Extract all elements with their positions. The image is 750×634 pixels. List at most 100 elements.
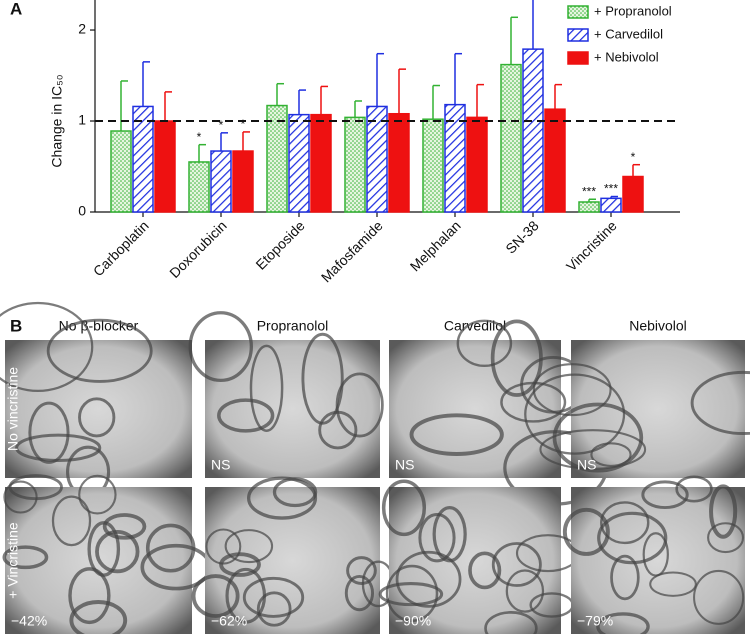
legend-label: + Carvedilol — [594, 26, 663, 41]
legend-label: + Nebivolol — [594, 49, 659, 64]
cell-network — [46, 318, 153, 383]
micrograph — [205, 340, 380, 478]
cell-network — [641, 480, 689, 510]
cell-network — [217, 398, 275, 433]
column-header: Carvedilol — [444, 318, 506, 334]
bar — [522, 48, 544, 213]
bar — [500, 63, 522, 213]
cell-network — [205, 528, 242, 565]
bar — [310, 113, 332, 213]
legend-swatch — [567, 5, 589, 19]
bar — [266, 104, 288, 213]
cell-network — [318, 410, 358, 450]
cell-network — [596, 612, 650, 634]
legend-swatch — [567, 28, 589, 42]
cell-network — [690, 370, 750, 435]
y-axis-label: Change in IC₅₀ — [49, 74, 65, 167]
significance-label: * — [241, 117, 246, 131]
significance-label: *** — [582, 184, 596, 198]
column-header: Propranolol — [257, 318, 329, 334]
panel-label: A — [10, 0, 22, 18]
cell-network — [709, 484, 738, 539]
bar — [232, 150, 254, 213]
y-tick-label: 0 — [78, 203, 86, 219]
cell-network — [491, 542, 542, 587]
cell-network — [432, 505, 467, 563]
cell-network — [409, 413, 504, 456]
cell-network — [87, 521, 121, 577]
significance-label: * — [197, 130, 202, 144]
cell-network — [381, 479, 427, 537]
cell-network — [456, 319, 513, 368]
cell-network — [191, 574, 240, 618]
cell-network — [610, 554, 640, 601]
cell-network — [78, 474, 117, 515]
bar — [600, 197, 622, 213]
cell-label: NS — [577, 457, 596, 473]
cell-network — [378, 582, 444, 607]
y-tick-label: 2 — [78, 21, 86, 37]
bar — [188, 161, 210, 213]
bar — [288, 113, 310, 213]
panel-label: B — [10, 316, 22, 335]
cell-network — [28, 401, 70, 464]
bar — [210, 150, 232, 213]
x-tick-label: Melphalan — [407, 217, 464, 274]
legend-label: + Propranolol — [594, 3, 672, 18]
cell-network — [562, 507, 610, 556]
cell-network — [468, 551, 502, 590]
x-tick-label: SN-38 — [502, 217, 542, 257]
cell-network — [484, 611, 538, 634]
x-tick-label: Carboplatin — [90, 217, 152, 279]
micrograph — [571, 340, 745, 478]
bar — [366, 105, 388, 213]
cell-label: −90% — [395, 613, 431, 629]
bar — [388, 112, 410, 213]
cell-network — [69, 600, 128, 634]
cell-network — [395, 550, 462, 608]
significance-label: * — [219, 118, 224, 132]
x-tick-label: Mafosfamide — [318, 217, 386, 285]
bar — [622, 175, 644, 213]
cell-network — [3, 480, 38, 514]
cell-network — [590, 442, 632, 468]
cell-network — [95, 529, 140, 574]
x-tick-label: Doxorubicin — [166, 217, 230, 281]
cell-network — [68, 567, 111, 625]
bar — [422, 118, 444, 213]
cell-network — [219, 552, 261, 577]
cell-network — [78, 397, 116, 438]
cell-network — [532, 363, 612, 417]
cell-network — [51, 495, 92, 547]
bar — [110, 130, 132, 213]
cell-network — [346, 556, 377, 585]
cell-network — [505, 569, 545, 613]
cell-network — [344, 575, 375, 612]
cell-network — [0, 301, 94, 392]
row-label: + Vincristine — [5, 522, 21, 599]
cell-network — [256, 591, 292, 627]
significance-label: * — [631, 150, 636, 164]
cell-network — [385, 564, 439, 623]
cell-label: −42% — [11, 613, 47, 629]
micrograph — [571, 487, 745, 634]
cell-label: NS — [395, 457, 414, 473]
cell-network — [490, 319, 543, 397]
bar — [466, 116, 488, 213]
cell-network — [693, 569, 745, 625]
cell-network — [524, 373, 626, 455]
bar — [544, 108, 566, 213]
cell-network — [335, 372, 384, 438]
cell-network — [600, 501, 650, 545]
column-header: Nebivolol — [629, 318, 687, 334]
cell-network — [552, 402, 644, 473]
cell-network — [642, 532, 669, 577]
cell-network — [224, 529, 274, 564]
legend-swatch — [567, 51, 589, 65]
cell-label: −62% — [211, 613, 247, 629]
x-tick-label: Etoposide — [252, 217, 307, 272]
bar — [132, 105, 154, 213]
significance-label: *** — [604, 182, 618, 196]
cell-network — [418, 513, 456, 563]
